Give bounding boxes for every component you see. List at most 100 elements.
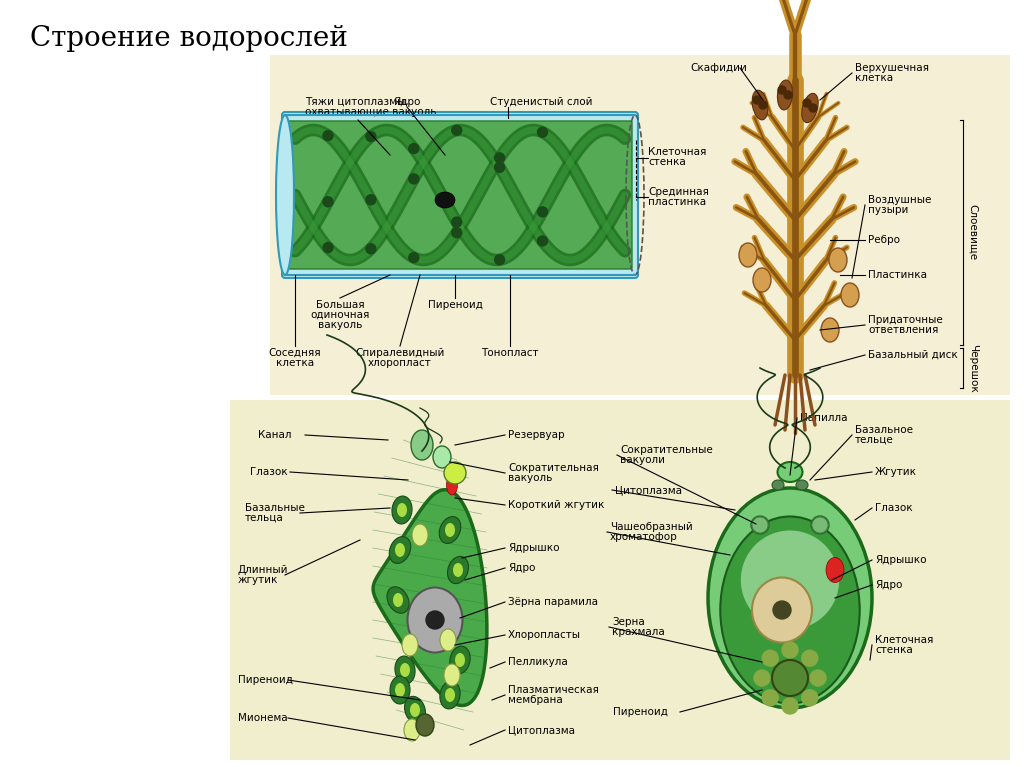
Ellipse shape bbox=[444, 462, 466, 484]
Ellipse shape bbox=[772, 660, 808, 696]
Circle shape bbox=[753, 96, 761, 104]
Ellipse shape bbox=[708, 488, 872, 708]
Text: Базальные: Базальные bbox=[245, 503, 305, 513]
Text: клетка: клетка bbox=[275, 358, 314, 368]
Text: мембрана: мембрана bbox=[508, 695, 563, 705]
Circle shape bbox=[495, 153, 505, 163]
Circle shape bbox=[538, 236, 548, 246]
Text: Строение водорослей: Строение водорослей bbox=[30, 25, 348, 51]
Ellipse shape bbox=[455, 653, 465, 667]
Ellipse shape bbox=[826, 558, 844, 582]
Circle shape bbox=[366, 131, 376, 141]
Ellipse shape bbox=[408, 588, 463, 653]
Text: Чашеобразный: Чашеобразный bbox=[610, 522, 693, 532]
Text: Глазок: Глазок bbox=[874, 503, 912, 513]
Circle shape bbox=[409, 252, 419, 262]
Text: охватывающие вакуоль: охватывающие вакуоль bbox=[305, 107, 436, 117]
Text: Зерна: Зерна bbox=[612, 617, 645, 627]
Circle shape bbox=[366, 244, 376, 254]
Circle shape bbox=[784, 91, 792, 99]
Circle shape bbox=[802, 650, 818, 667]
Text: крахмала: крахмала bbox=[612, 627, 665, 637]
Text: Резервуар: Резервуар bbox=[508, 430, 564, 440]
Ellipse shape bbox=[453, 563, 463, 577]
Text: пузыри: пузыри bbox=[868, 205, 908, 215]
Text: жгутик: жгутик bbox=[238, 575, 279, 585]
Text: Клеточная: Клеточная bbox=[648, 147, 707, 157]
Text: Ядро: Ядро bbox=[508, 563, 536, 573]
Circle shape bbox=[538, 127, 548, 137]
Ellipse shape bbox=[389, 537, 411, 564]
Ellipse shape bbox=[435, 192, 455, 208]
Circle shape bbox=[762, 650, 778, 667]
Bar bbox=[270, 55, 1010, 395]
Ellipse shape bbox=[445, 688, 455, 702]
Text: Верхушечная: Верхушечная bbox=[855, 63, 929, 73]
Ellipse shape bbox=[720, 516, 860, 703]
Text: Длинный: Длинный bbox=[238, 565, 289, 575]
Circle shape bbox=[452, 217, 462, 227]
Ellipse shape bbox=[411, 430, 433, 460]
Text: Ребро: Ребро bbox=[868, 235, 900, 245]
Text: Мионема: Мионема bbox=[238, 713, 288, 723]
Ellipse shape bbox=[841, 283, 859, 307]
Circle shape bbox=[782, 642, 798, 658]
Text: вакуоль: вакуоль bbox=[317, 320, 362, 330]
Ellipse shape bbox=[796, 480, 808, 490]
Circle shape bbox=[366, 195, 376, 205]
Ellipse shape bbox=[395, 543, 406, 557]
Ellipse shape bbox=[753, 268, 771, 292]
Text: Воздушные: Воздушные bbox=[868, 195, 932, 205]
Text: Плазматическая: Плазматическая bbox=[508, 685, 599, 695]
Text: тельце: тельце bbox=[855, 435, 894, 445]
Ellipse shape bbox=[751, 516, 769, 534]
Text: Пластинка: Пластинка bbox=[868, 270, 927, 280]
Text: Ядро: Ядро bbox=[874, 580, 902, 590]
Ellipse shape bbox=[392, 496, 412, 524]
Circle shape bbox=[409, 143, 419, 153]
Text: Большая: Большая bbox=[315, 300, 365, 310]
Ellipse shape bbox=[752, 578, 812, 643]
Polygon shape bbox=[373, 489, 486, 706]
Circle shape bbox=[754, 670, 770, 686]
Text: Студенистый слой: Студенистый слой bbox=[490, 97, 593, 107]
Ellipse shape bbox=[402, 634, 418, 656]
Circle shape bbox=[752, 517, 768, 533]
Ellipse shape bbox=[433, 446, 451, 468]
Circle shape bbox=[810, 670, 826, 686]
Ellipse shape bbox=[400, 663, 410, 677]
Ellipse shape bbox=[740, 531, 840, 630]
Circle shape bbox=[323, 197, 333, 207]
Text: Хлоропласты: Хлоропласты bbox=[508, 630, 581, 640]
Circle shape bbox=[762, 690, 778, 706]
Ellipse shape bbox=[811, 516, 829, 534]
Ellipse shape bbox=[444, 664, 460, 686]
Text: Скафидии: Скафидии bbox=[690, 63, 746, 73]
Ellipse shape bbox=[772, 480, 784, 490]
Circle shape bbox=[803, 99, 811, 107]
Circle shape bbox=[323, 130, 333, 140]
Ellipse shape bbox=[416, 714, 434, 736]
Text: Срединная: Срединная bbox=[648, 187, 709, 197]
Ellipse shape bbox=[445, 523, 455, 537]
Text: Черешок: Черешок bbox=[968, 344, 978, 393]
Ellipse shape bbox=[446, 475, 458, 495]
Text: Базальный диск: Базальный диск bbox=[868, 350, 957, 360]
Text: Ядро: Ядро bbox=[393, 97, 421, 107]
Text: Пиреноид: Пиреноид bbox=[612, 707, 668, 717]
Circle shape bbox=[802, 690, 818, 706]
Circle shape bbox=[773, 601, 791, 619]
Text: вакуоль: вакуоль bbox=[508, 473, 552, 483]
Bar bbox=[230, 400, 1010, 760]
Ellipse shape bbox=[276, 115, 294, 275]
Text: Ядрышко: Ядрышко bbox=[874, 555, 927, 565]
Text: стенка: стенка bbox=[648, 157, 686, 167]
Circle shape bbox=[409, 174, 419, 184]
Circle shape bbox=[809, 104, 817, 112]
Ellipse shape bbox=[397, 503, 407, 517]
Text: Придаточные: Придаточные bbox=[868, 315, 943, 325]
Text: Тяжи цитоплазмы,: Тяжи цитоплазмы, bbox=[305, 97, 409, 107]
Ellipse shape bbox=[447, 556, 469, 584]
Ellipse shape bbox=[395, 656, 415, 684]
Circle shape bbox=[538, 207, 548, 217]
